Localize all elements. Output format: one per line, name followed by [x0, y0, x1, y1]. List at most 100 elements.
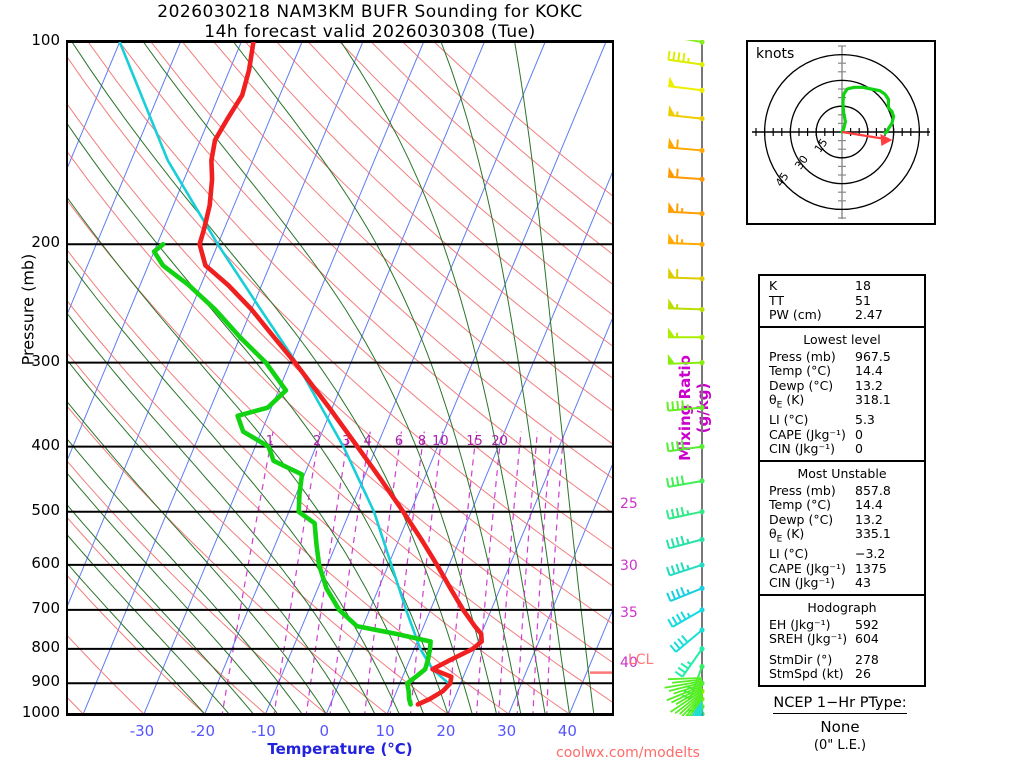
stats-key: Temp (°C) [769, 497, 832, 512]
stats-row: θE (K) 318.1 [760, 392, 924, 413]
x-axis-tick: 10 [375, 722, 395, 740]
wind-barb [668, 166, 705, 182]
stats-value: 318.1 [855, 392, 891, 407]
page-subtitle: 14h forecast valid 2026030308 (Tue) [204, 22, 536, 42]
wind-barb [666, 475, 705, 488]
x-axis-tick: 20 [436, 722, 456, 740]
stats-row: Temp (°C) 14.4 [760, 497, 924, 513]
stats-key: CAPE (Jkg⁻¹) [769, 426, 846, 442]
stats-value: 13.2 [855, 377, 883, 393]
stats-key: SREH (Jkg⁻¹) [769, 631, 848, 646]
x-axis-tick: 0 [319, 722, 330, 740]
stats-key: CIN (Jkg⁻¹) [769, 441, 835, 456]
wind-barb [667, 233, 705, 247]
y-axis-tick: 500 [31, 500, 60, 519]
y-axis-tick: 300 [31, 351, 60, 370]
stats-value: 18 [855, 278, 871, 293]
wind-barb [674, 646, 705, 678]
wind-barb-column [650, 27, 740, 753]
stats-key: StmDir (°) [769, 651, 833, 667]
wind-barb [667, 27, 705, 45]
stats-row: θE (K) 335.1 [760, 526, 924, 547]
wind-barb [668, 105, 705, 122]
stats-value: 14.4 [855, 363, 883, 378]
stats-key: Press (mb) [769, 348, 836, 364]
mixing-ratio-tick: 40 [620, 655, 638, 671]
stats-value: 2.47 [855, 307, 883, 322]
stats-key: CIN (Jkg⁻¹) [769, 575, 835, 590]
stats-row: Press (mb) 857.8 [760, 482, 924, 499]
stats-key: StmSpd (kt) [769, 666, 844, 681]
stats-row: EH (Jkg⁻¹) 592 [760, 616, 924, 633]
stats-row: Dewp (°C) 13.2 [760, 377, 924, 394]
y-axis-tick: 200 [31, 233, 60, 252]
stats-section-most-unstable: Most Unstable Press (mb) 857.8 Temp (°C) 14… [760, 462, 924, 596]
wind-barb [672, 678, 703, 684]
wind-barb [679, 693, 703, 715]
wind-barb [664, 680, 703, 689]
wind-barb [674, 691, 703, 715]
wind-barb [669, 690, 703, 713]
svg-text:2: 2 [313, 434, 321, 449]
stats-value: −3.2 [855, 546, 886, 561]
stats-key: TT [769, 292, 785, 308]
svg-text:4: 4 [364, 434, 372, 449]
wind-barb [667, 677, 703, 681]
mixing-ratio-tick: 30 [620, 558, 638, 574]
stats-value: 967.5 [855, 348, 891, 364]
sounding-stats-panel: K 18 TT 51 PW (cm) 2.47 Lowest level Press (m… [758, 274, 926, 687]
x-axis-title: Temperature (°C) [267, 740, 413, 758]
stats-row: CIN (Jkg⁻¹) 0 [760, 441, 924, 457]
stats-value: 278 [855, 651, 879, 667]
stats-value: 43 [855, 575, 871, 590]
stats-row: Temp (°C) 14.4 [760, 363, 924, 379]
stats-row: LI (°C) −3.2 [760, 546, 924, 562]
hodograph-ring-label: 15 [812, 136, 831, 155]
y-axis-tick: 1000 [21, 703, 60, 721]
wind-barb [666, 585, 705, 602]
wind-barb [667, 201, 705, 217]
wind-barb [671, 686, 703, 704]
y-axis-tick: 100 [31, 31, 60, 49]
stats-row: StmSpd (kt) 26 [760, 666, 924, 682]
hodograph-plot: 15 30 45 [738, 28, 946, 236]
stats-row: CIN (Jkg⁻¹) 43 [760, 575, 924, 591]
x-axis-tick: -10 [251, 722, 276, 740]
stats-section-hodograph: Hodograph EH (Jkg⁻¹) 592 SREH (Jkg⁻¹) 604 S… [760, 596, 924, 685]
wind-barb [668, 137, 705, 154]
stats-row: StmDir (°) 278 [760, 651, 924, 668]
stats-header-most-unstable: Most Unstable [797, 465, 887, 481]
stats-key: EH (Jkg⁻¹) [769, 616, 831, 632]
svg-text:3: 3 [342, 434, 350, 449]
wind-barb [668, 681, 703, 692]
ncep-ptype-block: NCEP 1−Hr PType: None (0" L.E.) [740, 692, 940, 753]
lcl-label: LCL [628, 652, 654, 668]
wind-barb [665, 506, 705, 520]
stats-header-hodograph: Hodograph [807, 599, 877, 615]
stats-value: 5.3 [855, 412, 875, 427]
stats-value: 0 [855, 441, 863, 456]
stats-key: K [769, 278, 778, 293]
stats-key: Press (mb) [769, 482, 836, 498]
wind-barb [667, 298, 705, 313]
stats-key: LI (°C) [769, 546, 809, 561]
wind-barb [666, 400, 705, 412]
wind-barb [667, 353, 705, 366]
svg-text:6: 6 [395, 434, 403, 449]
stats-row: TT 51 [760, 292, 924, 309]
stats-row: CAPE (Jkg⁻¹) 1375 [760, 561, 924, 577]
hodograph-ring-label: 30 [792, 153, 811, 172]
ptype-liquid-equivalent: (0" L.E.) [813, 738, 867, 753]
stats-key: LI (°C) [769, 412, 809, 427]
wind-barb [675, 688, 703, 705]
svg-text:1: 1 [266, 434, 274, 449]
stats-key: Dewp (°C) [769, 511, 834, 527]
stats-value: 604 [855, 631, 879, 646]
svg-text:8: 8 [418, 434, 426, 449]
x-axis-tick: 30 [497, 722, 517, 740]
mixing-ratio-tick: 25 [620, 496, 638, 512]
stats-header-lowest: Lowest level [803, 331, 881, 347]
wind-barb [667, 267, 705, 282]
stats-row: PW (cm) 2.47 [760, 307, 924, 323]
x-axis-tick: -20 [190, 722, 216, 740]
